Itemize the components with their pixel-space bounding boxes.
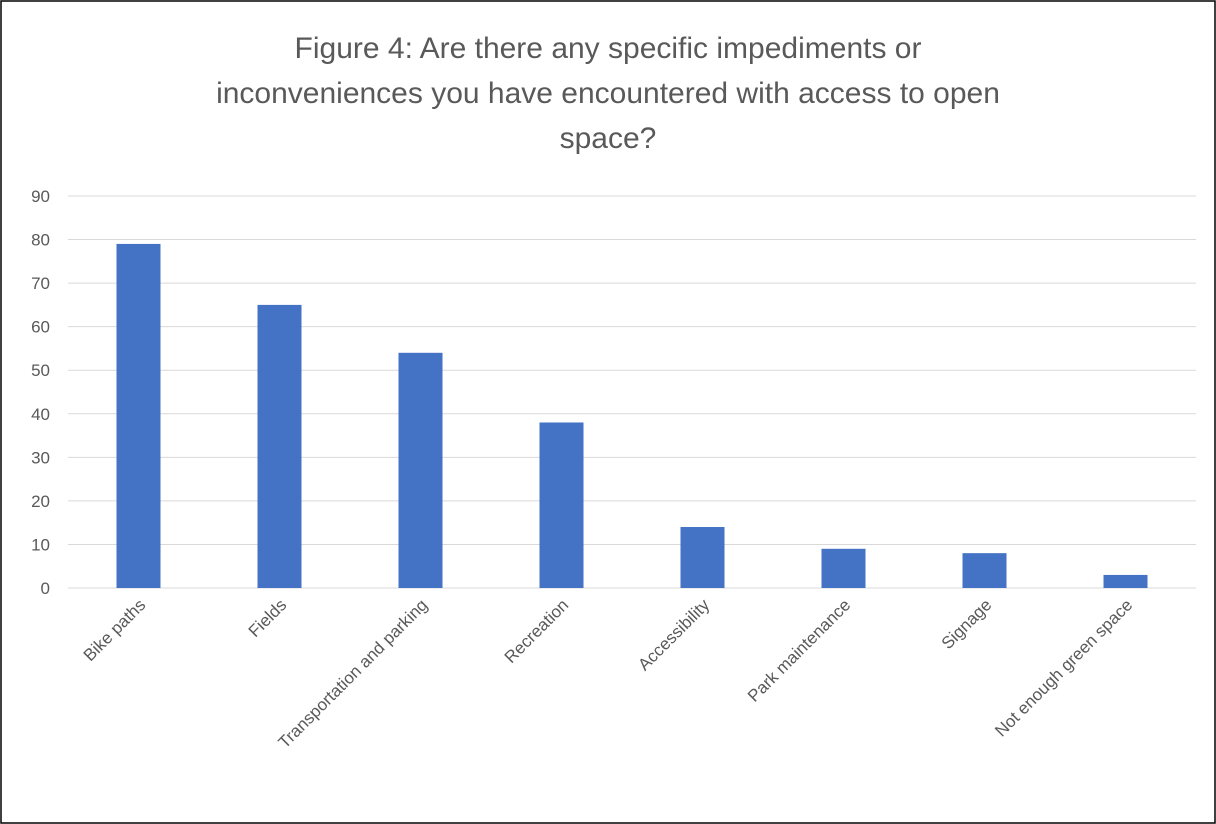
chart-title-line-1: Figure 4: Are there any specific impedim… bbox=[295, 32, 922, 65]
y-tick-label-50: 50 bbox=[31, 361, 50, 380]
y-tick-label-40: 40 bbox=[31, 405, 50, 424]
y-tick-label-10: 10 bbox=[31, 535, 50, 554]
y-tick-label-90: 90 bbox=[31, 187, 50, 206]
bar-not-enough-green-space bbox=[1103, 574, 1148, 588]
y-tick-label-60: 60 bbox=[31, 318, 50, 337]
bar-fields bbox=[257, 304, 302, 588]
bar-bike-paths bbox=[116, 243, 161, 588]
bar-signage bbox=[962, 553, 1007, 588]
bar-accessibility bbox=[680, 527, 725, 588]
y-tick-label-30: 30 bbox=[31, 448, 50, 467]
gridlines bbox=[68, 195, 1196, 589]
y-tick-label-80: 80 bbox=[31, 231, 50, 250]
chart-title-line-3: space? bbox=[560, 122, 657, 155]
y-tick-label-0: 0 bbox=[41, 579, 50, 598]
bars bbox=[116, 243, 1148, 588]
bar-park-maintenance bbox=[821, 548, 866, 588]
bar-recreation bbox=[539, 422, 584, 588]
bar-transportation-and-parking bbox=[398, 352, 443, 588]
y-axis-tick-labels: 0 10 20 30 40 50 60 70 80 90 bbox=[31, 187, 50, 598]
y-tick-label-20: 20 bbox=[31, 492, 50, 511]
y-tick-label-70: 70 bbox=[31, 274, 50, 293]
chart-title-line-2: inconveniences you have encountered with… bbox=[216, 77, 1000, 110]
chart-title: Figure 4: Are there any specific impedim… bbox=[216, 32, 1000, 155]
